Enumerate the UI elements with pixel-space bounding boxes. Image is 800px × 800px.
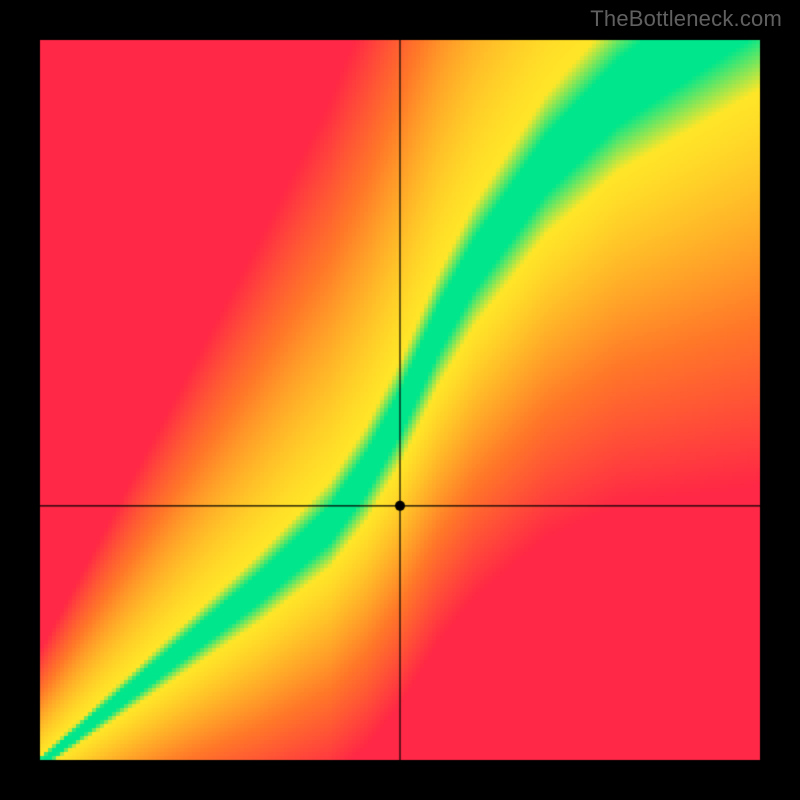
watermark-text: TheBottleneck.com bbox=[590, 6, 782, 32]
bottleneck-heatmap bbox=[0, 0, 800, 800]
